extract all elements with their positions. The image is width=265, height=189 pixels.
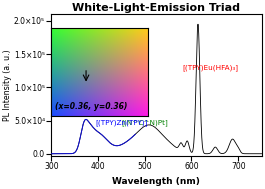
Y-axis label: PL Intensity (a. u.): PL Intensity (a. u.) bbox=[3, 49, 12, 121]
X-axis label: Wavelength (nm): Wavelength (nm) bbox=[112, 177, 200, 186]
Text: [(TPY)Eu(HFA)₃]: [(TPY)Eu(HFA)₃] bbox=[182, 64, 238, 71]
Text: [(N^C^N)Pt]: [(N^C^N)Pt] bbox=[121, 119, 168, 126]
Title: White-Light-Emission Triad: White-Light-Emission Triad bbox=[72, 3, 240, 13]
Text: [(TPY)Zn(TPY)]: [(TPY)Zn(TPY)] bbox=[96, 119, 148, 126]
